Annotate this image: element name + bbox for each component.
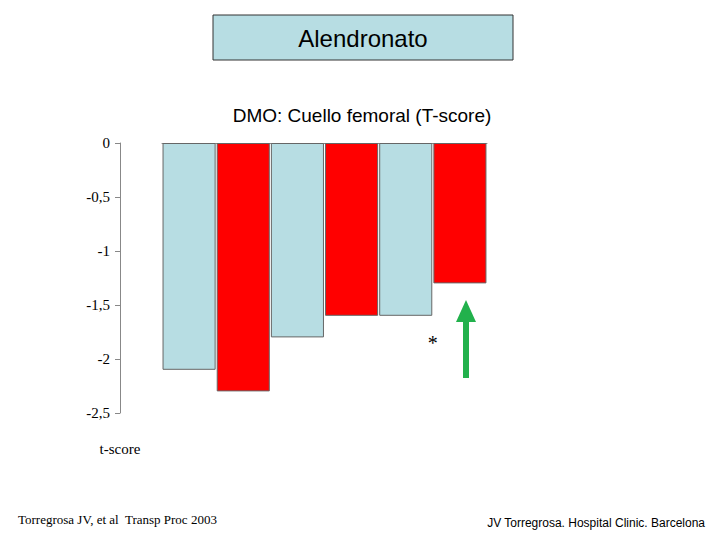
svg-text:-1,5: -1,5 [86,297,110,313]
svg-text:DMO: Cuello femoral (T-score): DMO: Cuello femoral (T-score) [233,105,492,126]
svg-text:-2: -2 [98,351,111,367]
svg-text:t-score: t-score [100,441,141,457]
svg-text:-2,5: -2,5 [86,405,110,421]
svg-text:Alendronato: Alendronato [298,25,427,52]
svg-text:JV Torregrosa. Hospital Clinic: JV Torregrosa. Hospital Clinic. Barcelon… [487,516,705,530]
svg-text:0: 0 [103,135,111,151]
svg-text:Torregrosa JV, et al Transp P: Torregrosa JV, et al Transp Proc 2003 [18,512,217,527]
svg-text:-0,5: -0,5 [86,189,110,205]
svg-text:-1: -1 [98,243,111,259]
svg-text:*: * [428,332,438,354]
